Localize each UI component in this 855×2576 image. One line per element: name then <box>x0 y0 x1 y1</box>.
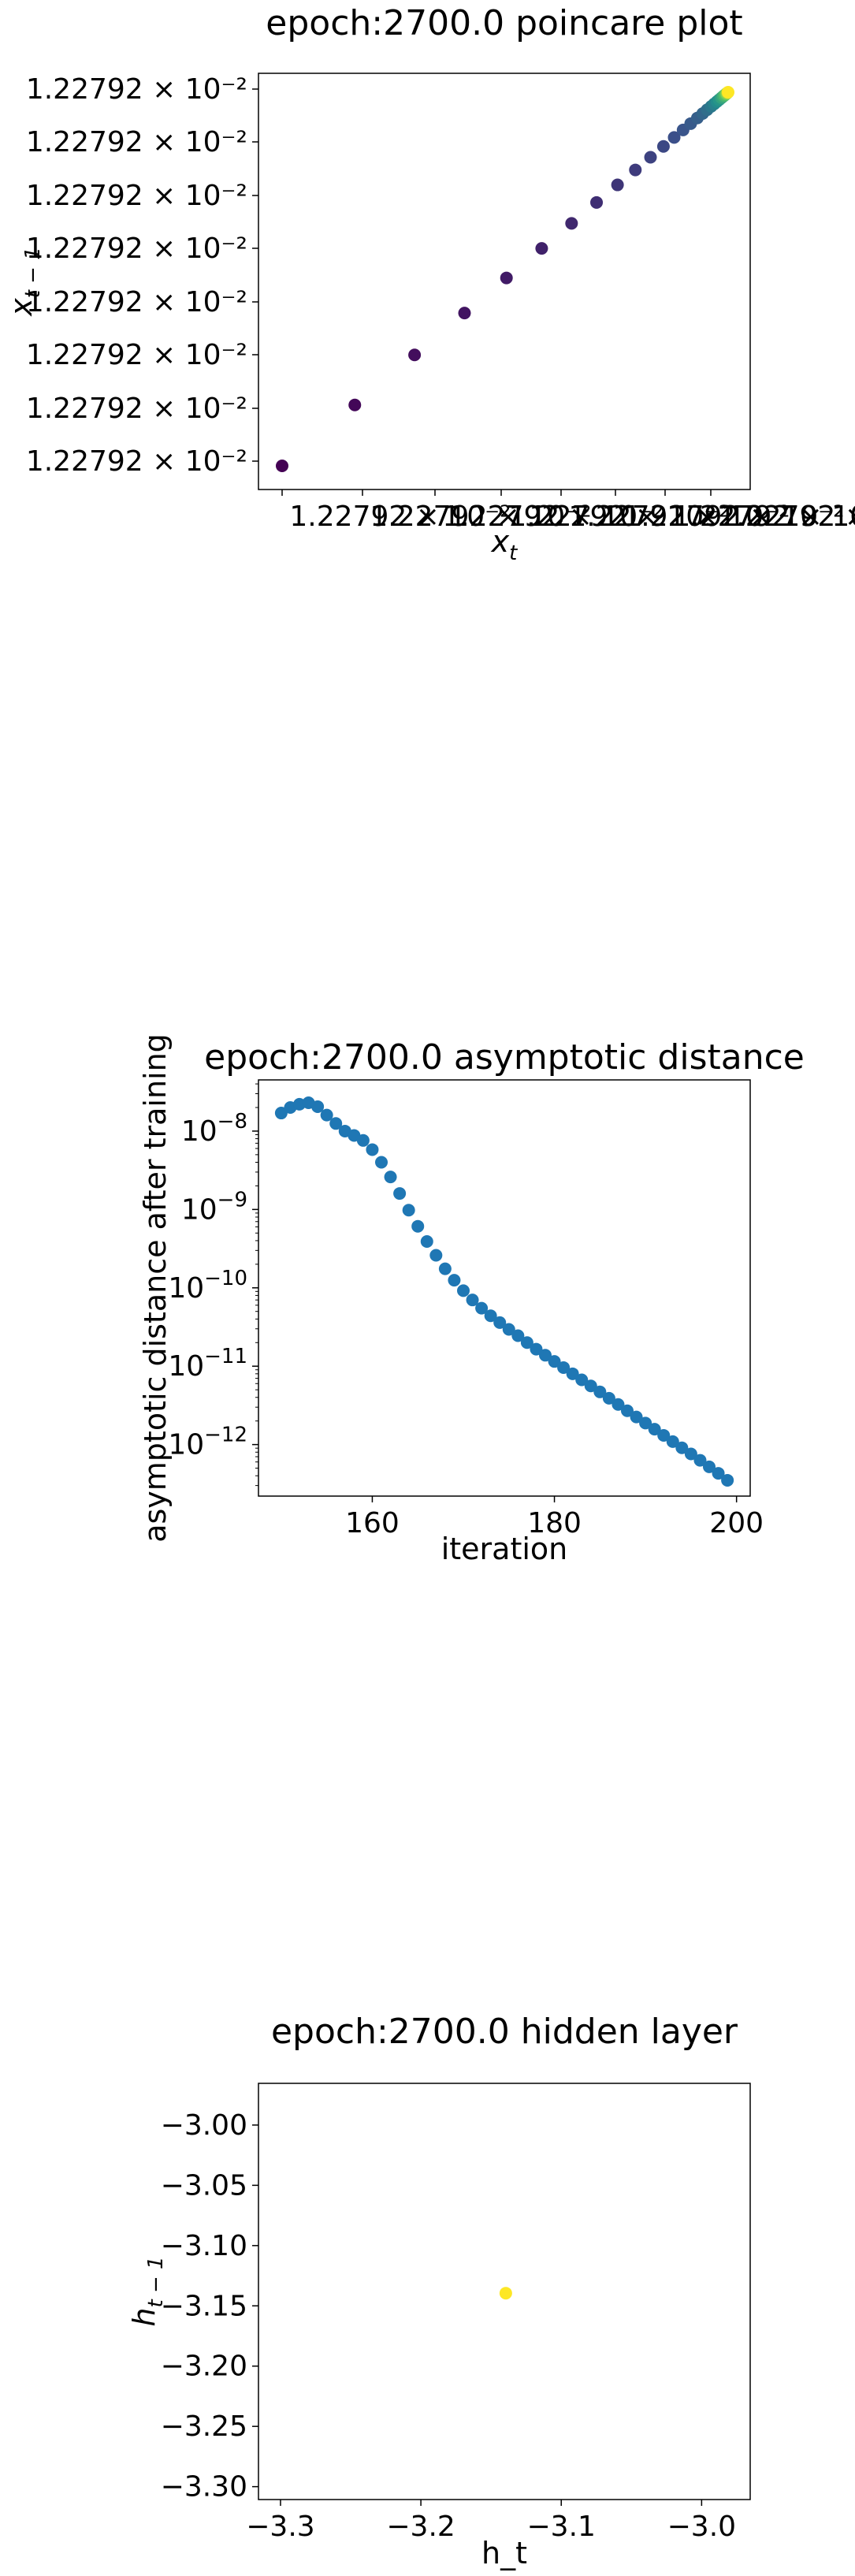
data-point <box>357 1134 370 1147</box>
asymptotic-title: epoch:2700.0 asymptotic distance <box>204 1037 805 1078</box>
data-point <box>385 1171 397 1183</box>
data-point <box>393 1187 406 1200</box>
x-tick-label: 1.22792 × 10⁻² <box>718 501 855 533</box>
data-point <box>429 1249 442 1262</box>
data-point <box>645 151 657 163</box>
y-tick-label: 10−10 <box>168 1267 247 1305</box>
data-point <box>458 307 470 319</box>
data-point <box>590 196 603 209</box>
data-point <box>657 140 670 153</box>
asymptotic-x-label: iteration <box>441 1532 568 1566</box>
y-tick-label: 1.22792 × 10⁻² <box>26 73 247 106</box>
asymptotic-y-ticks: 10−12 10−11 10−10 10−9 10−8 <box>168 1084 258 1486</box>
poincare-points <box>276 86 734 472</box>
data-point <box>421 1235 433 1248</box>
data-point <box>276 460 288 472</box>
hidden-layer-chart: epoch:2700.0 hidden layer −3.00 −3.05 −3.1… <box>127 2012 750 2570</box>
y-tick-label: −3.15 <box>161 2290 247 2322</box>
data-point <box>439 1263 452 1275</box>
x-tick-label: −3.3 <box>246 2511 314 2543</box>
poincare-x-ticks: 1.22792 × 10⁻²1.22792 × 10⁻²1.22792 × 10… <box>282 490 855 533</box>
y-tick-label: 1.22792 × 10⁻² <box>26 393 247 425</box>
y-tick-label: 10−8 <box>181 1110 247 1148</box>
data-point <box>565 217 578 229</box>
y-tick-label: −3.25 <box>161 2410 247 2443</box>
y-tick-label: −3.30 <box>161 2471 247 2503</box>
y-tick-label: 10−12 <box>168 1424 247 1461</box>
poincare-y-ticks: 1.22792 × 10⁻² 1.22792 × 10⁻² 1.22792 × 10… <box>26 73 258 478</box>
data-point <box>500 272 513 285</box>
y-tick-label: 1.22792 × 10⁻² <box>26 126 247 158</box>
data-point <box>722 86 734 99</box>
y-tick-label: −3.00 <box>161 2109 247 2142</box>
hidden-layer-points <box>500 2287 512 2299</box>
data-point <box>721 1474 734 1487</box>
poincare-title: epoch:2700.0 poincare plot <box>266 3 742 43</box>
data-point <box>411 1220 424 1233</box>
data-point <box>500 2287 512 2299</box>
data-point <box>375 1156 388 1169</box>
hidden-layer-y-ticks: −3.00 −3.05 −3.10 −3.15 −3.20 −3.25 −3.30 <box>161 2109 258 2503</box>
y-tick-label: −3.20 <box>161 2351 247 2383</box>
data-point <box>408 348 421 361</box>
y-tick-label: 1.22792 × 10⁻² <box>26 180 247 212</box>
y-tick-label: −3.10 <box>161 2230 247 2262</box>
x-tick-label: −3.1 <box>527 2511 596 2543</box>
hidden-layer-x-label: h_t <box>481 2536 527 2570</box>
hidden-layer-title: epoch:2700.0 hidden layer <box>271 2012 738 2052</box>
y-tick-label: 1.22792 × 10⁻² <box>26 233 247 265</box>
x-tick-label: 200 <box>709 1507 764 1539</box>
y-tick-label: −3.05 <box>161 2169 247 2202</box>
data-point <box>403 1204 415 1216</box>
y-tick-label: 1.22792 × 10⁻² <box>26 286 247 318</box>
x-tick-label: −3.0 <box>667 2511 736 2543</box>
data-point <box>535 242 548 255</box>
x-tick-label: −3.2 <box>386 2511 455 2543</box>
data-point <box>457 1284 470 1297</box>
asymptotic-chart: epoch:2700.0 asymptotic distance 10−1210… <box>138 1033 805 1566</box>
asymptotic-plot-frame <box>258 1080 750 1496</box>
asymptotic-y-label: asymptotic distance after training <box>138 1033 173 1543</box>
y-tick-label: 1.22792 × 10⁻² <box>26 445 247 478</box>
data-point <box>348 399 361 411</box>
data-point <box>629 164 641 177</box>
poincare-chart: epoch:2700.0 poincare plot 1.22792 × 10⁻… <box>4 3 855 565</box>
x-tick-label: 160 <box>345 1507 400 1539</box>
asymptotic-points <box>275 1096 734 1487</box>
data-point <box>612 179 624 192</box>
data-point <box>448 1274 460 1286</box>
data-point <box>366 1143 378 1156</box>
y-tick-label: 10−9 <box>181 1188 247 1226</box>
y-tick-label: 10−11 <box>168 1345 247 1383</box>
y-tick-label: 1.22792 × 10⁻² <box>26 339 247 371</box>
